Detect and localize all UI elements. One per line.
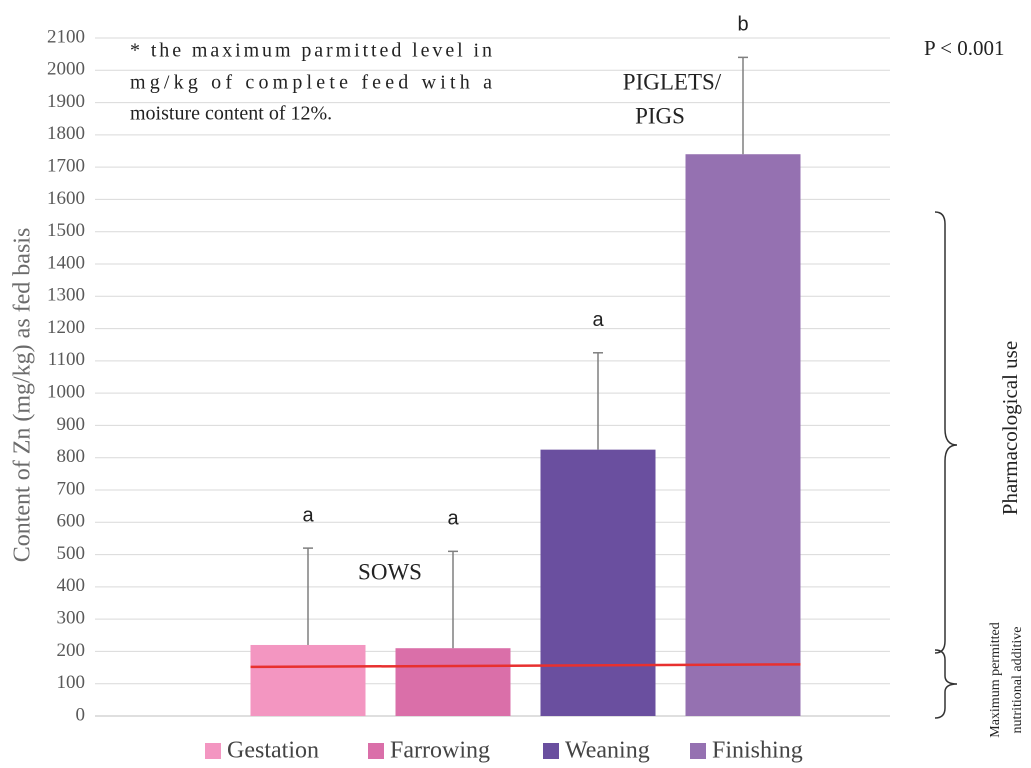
y-tick-label: 0	[76, 704, 86, 725]
y-tick-label: 700	[57, 478, 86, 499]
y-tick-label: 1600	[47, 188, 85, 209]
pharmacological-label: Pharmacological use	[998, 341, 1022, 515]
legend-swatch	[205, 743, 221, 759]
y-tick-label: 1100	[48, 349, 85, 370]
y-tick-label: 1800	[47, 123, 85, 144]
y-tick-label: 2100	[47, 26, 85, 47]
legend-label: Weaning	[565, 738, 650, 764]
y-tick-label: 1200	[47, 317, 85, 338]
significance-label: a	[447, 508, 459, 530]
group-label: SOWS	[358, 559, 422, 584]
y-tick-label: 300	[57, 608, 86, 629]
y-tick-label: 800	[57, 446, 86, 467]
significance-label: a	[302, 504, 314, 526]
note-line: * the maximum parmitted level in	[130, 40, 492, 62]
y-tick-label: 500	[57, 543, 86, 564]
bar	[395, 648, 511, 716]
legend-label: Finishing	[712, 738, 803, 764]
y-tick-label: 1500	[47, 220, 85, 241]
group-label: PIGLETS/	[623, 69, 722, 94]
significance-label: a	[592, 309, 604, 331]
y-tick-label: 1700	[47, 156, 85, 177]
y-axis-label: Content of Zn (mg/kg) as fed basis	[10, 228, 36, 563]
legend-swatch	[368, 743, 384, 759]
brace	[934, 649, 958, 719]
nutritional-label: Maximum permitted	[988, 622, 1003, 737]
legend-swatch	[690, 743, 706, 759]
y-tick-label: 1900	[47, 91, 85, 112]
note-line: moisture content of 12%.	[130, 103, 332, 125]
reference-line	[250, 663, 801, 669]
y-tick-label: 900	[57, 414, 86, 435]
y-tick-label: 1400	[47, 252, 85, 273]
legend-swatch	[543, 743, 559, 759]
bar	[540, 449, 656, 716]
p-value: P < 0.001	[924, 36, 1005, 60]
legend-label: Farrowing	[390, 738, 490, 764]
legend-label: Gestation	[227, 738, 319, 764]
y-tick-label: 1000	[47, 382, 85, 403]
nutritional-label: nutritional additive	[1010, 627, 1025, 734]
bar	[685, 154, 801, 716]
y-tick-label: 2000	[47, 59, 85, 80]
y-tick-label: 600	[57, 511, 86, 532]
significance-label: b	[737, 14, 748, 36]
bar	[250, 644, 366, 716]
brace	[934, 211, 958, 654]
note-line: mg/kg of complete feed with a	[130, 72, 492, 94]
y-tick-label: 100	[57, 672, 86, 693]
y-tick-label: 200	[57, 640, 86, 661]
group-label: PIGS	[635, 103, 685, 128]
y-tick-label: 1300	[47, 285, 85, 306]
y-tick-label: 400	[57, 575, 86, 596]
